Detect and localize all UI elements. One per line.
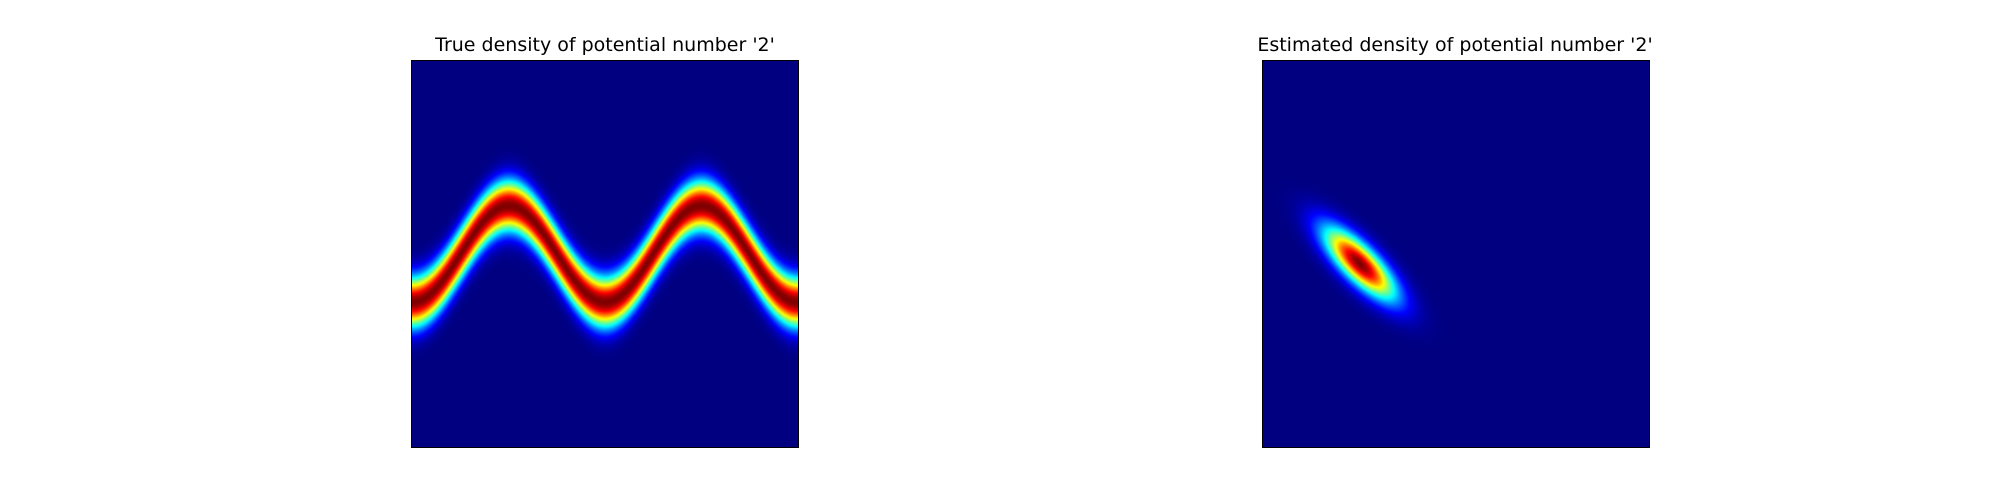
estimated-density-heatmap xyxy=(1262,60,1650,448)
true-density-heatmap xyxy=(411,60,799,448)
true-density-title: True density of potential number '2' xyxy=(435,34,775,56)
estimated-density-canvas xyxy=(1263,61,1649,447)
estimated-density-title: Estimated density of potential number '2… xyxy=(1257,34,1653,56)
true-density-canvas xyxy=(412,61,798,447)
